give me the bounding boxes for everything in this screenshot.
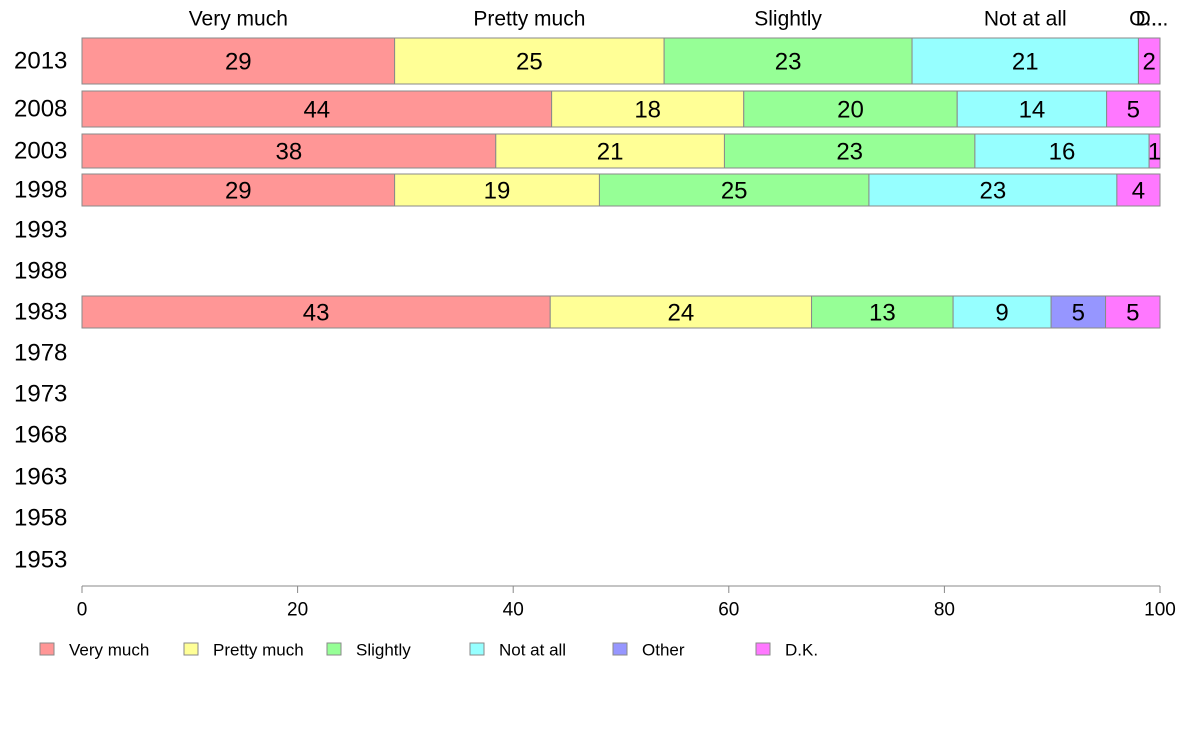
column-header-label: D... <box>1136 8 1169 31</box>
bar-segment <box>81 37 396 85</box>
column-header-label: O... <box>1129 8 1163 31</box>
year-label: 1983 <box>14 299 67 326</box>
data-label: 29 <box>225 178 252 205</box>
data-label: 16 <box>1049 139 1076 166</box>
data-label: 20 <box>837 97 864 124</box>
data-label: 25 <box>721 178 748 205</box>
column-header-label: Pretty much <box>473 8 585 31</box>
data-label: 24 <box>668 300 695 327</box>
bar-segment <box>952 295 1052 329</box>
legend-label: Not at all <box>499 641 566 660</box>
bar-segment <box>81 133 497 169</box>
data-label: 43 <box>303 300 330 327</box>
data-label: 14 <box>1019 97 1046 124</box>
legend-swatch <box>755 642 771 656</box>
column-header-label: Slightly <box>754 8 822 31</box>
bar-segment <box>974 133 1150 169</box>
data-label: 2 <box>1143 49 1156 76</box>
data-label: 25 <box>516 49 543 76</box>
year-label: 1963 <box>14 464 67 491</box>
year-label: 1993 <box>14 217 67 244</box>
year-label: 1958 <box>14 505 67 532</box>
bar-segment <box>1148 133 1161 169</box>
year-label: 2013 <box>14 48 67 75</box>
data-label: 13 <box>869 300 896 327</box>
legend-swatch <box>326 642 342 656</box>
legend-label: Other <box>642 641 685 660</box>
x-tick-label: 0 <box>77 600 88 621</box>
data-label: 18 <box>634 97 661 124</box>
year-label: 1953 <box>14 547 67 574</box>
bar-segment <box>549 295 813 329</box>
bar-segment <box>911 37 1139 85</box>
data-label: 21 <box>597 139 624 166</box>
data-label: 38 <box>276 139 303 166</box>
legend-swatch <box>469 642 485 656</box>
year-label: 1988 <box>14 258 67 285</box>
data-label: 19 <box>484 178 511 205</box>
bar-segment <box>1106 90 1161 128</box>
bar-segment <box>743 90 958 128</box>
data-label: 5 <box>1072 300 1085 327</box>
year-label: 2003 <box>14 138 67 165</box>
bar-segment <box>1116 173 1161 207</box>
legend-label: D.K. <box>785 641 818 660</box>
year-label: 1998 <box>14 177 67 204</box>
legend-swatch <box>612 642 628 656</box>
legend-label: Slightly <box>356 641 411 660</box>
year-label: 2008 <box>14 96 67 123</box>
column-header-label: Very much <box>189 8 288 31</box>
bar-segment <box>81 90 553 128</box>
bar-segment <box>956 90 1108 128</box>
data-label: 9 <box>995 300 1008 327</box>
column-header-label: Not at all <box>984 8 1067 31</box>
bar-segment <box>81 295 551 329</box>
year-label: 1968 <box>14 422 67 449</box>
data-label: 23 <box>836 139 863 166</box>
bar-segment <box>868 173 1118 207</box>
bar-segment <box>663 37 913 85</box>
x-tick-label: 40 <box>503 600 524 621</box>
bar-segment <box>723 133 976 169</box>
year-label: 1978 <box>14 340 67 367</box>
legend-label: Pretty much <box>213 641 304 660</box>
data-label: 1 <box>1148 139 1161 166</box>
legend-label: Very much <box>69 641 149 660</box>
year-label: 1973 <box>14 381 67 408</box>
bar-segment <box>81 173 396 207</box>
bar-segment <box>1137 37 1161 85</box>
bar-segment <box>551 90 745 128</box>
legend-swatch <box>183 642 199 656</box>
data-label: 23 <box>775 49 802 76</box>
data-label: 5 <box>1127 97 1140 124</box>
data-label: 4 <box>1132 178 1145 205</box>
bar-segment <box>598 173 870 207</box>
bar-segment <box>495 133 725 169</box>
x-tick-label: 60 <box>718 600 739 621</box>
x-tick-label: 20 <box>287 600 308 621</box>
data-label: 44 <box>303 97 330 124</box>
data-label: 23 <box>980 178 1007 205</box>
legend-swatch <box>39 642 55 656</box>
x-tick-label: 100 <box>1144 600 1176 621</box>
bar-segment <box>1105 295 1161 329</box>
data-label: 21 <box>1012 49 1039 76</box>
bar-segment <box>394 37 665 85</box>
x-tick-label: 80 <box>934 600 955 621</box>
bar-segment <box>1050 295 1107 329</box>
data-label: 5 <box>1126 300 1139 327</box>
data-label: 29 <box>225 49 252 76</box>
